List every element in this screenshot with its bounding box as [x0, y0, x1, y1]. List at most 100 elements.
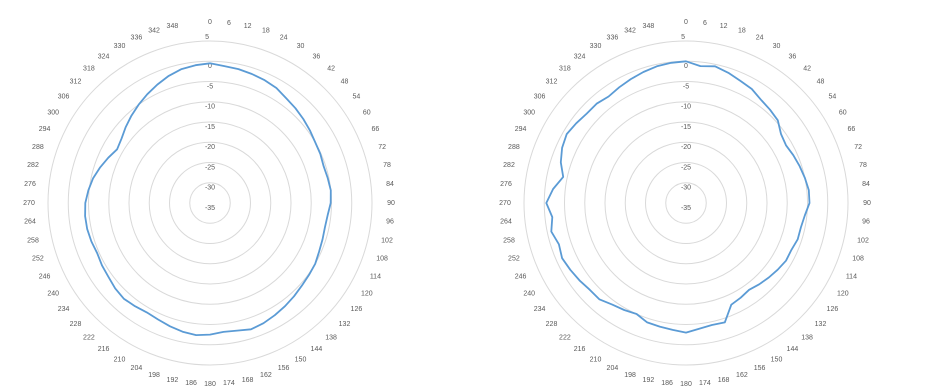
- angle-tick-label: 276: [24, 181, 36, 188]
- angle-tick-label: 234: [58, 306, 70, 313]
- radial-tick-label: 0: [208, 63, 212, 70]
- angle-tick-label: 132: [815, 321, 827, 328]
- angle-tick-label: 282: [503, 162, 515, 169]
- radar-chart-left-svg: 0 -5 -10 -15 -20 -25 -30 -35 0 6 12 18 24 30 36 42 48 54 6…: [23, 19, 395, 388]
- angle-tick-label: 132: [339, 321, 351, 328]
- angle-tick-label: 72: [378, 144, 386, 151]
- angle-tick-label: 108: [376, 256, 388, 263]
- angle-tick-label: 174: [223, 380, 235, 387]
- angle-tick-label: 54: [353, 93, 361, 100]
- angle-tick-label: 240: [523, 290, 535, 297]
- angle-tick-label: 258: [503, 237, 515, 244]
- radial-tick-label: -10: [205, 104, 215, 111]
- angle-tick-label: 90: [387, 200, 395, 207]
- grid-ring: [523, 40, 849, 366]
- angle-tick-label: 264: [24, 219, 36, 226]
- angle-tick-label: 12: [720, 23, 728, 30]
- grid-ring: [604, 121, 768, 285]
- angle-tick-label: 156: [278, 365, 290, 372]
- radial-tick-label: -15: [205, 124, 215, 131]
- angle-tick-label: 216: [574, 346, 586, 353]
- series-line: [545, 60, 811, 334]
- angle-tick-label: 66: [848, 126, 856, 133]
- angle-tick-label: 120: [361, 290, 373, 297]
- angle-tick-label: 5: [205, 34, 209, 41]
- angle-tick-label: 174: [699, 380, 711, 387]
- radial-tick-label: -30: [205, 185, 215, 192]
- angle-tick-label: 204: [131, 365, 143, 372]
- grid-ring: [148, 141, 272, 265]
- angle-tick-label: 120: [837, 290, 849, 297]
- grid-ring: [108, 101, 312, 305]
- radial-tick-label: -20: [681, 144, 691, 151]
- angle-tick-label: 18: [738, 28, 746, 35]
- radial-tick-label: 0: [684, 63, 688, 70]
- angle-tick-label: 246: [39, 273, 51, 280]
- angle-tick-label: 222: [559, 334, 571, 341]
- angle-tick-label: 186: [661, 380, 673, 387]
- angle-tick-label: 0: [208, 19, 212, 26]
- angle-tick-label: 18: [262, 28, 270, 35]
- angle-tick-label: 6: [703, 20, 707, 27]
- angle-tick-label: 144: [311, 346, 323, 353]
- angle-tick-label: 66: [372, 126, 380, 133]
- angle-tick-label: 90: [863, 200, 871, 207]
- radial-tick-label: -30: [681, 185, 691, 192]
- angle-tick-label: 42: [803, 65, 811, 72]
- grid-ring: [128, 121, 292, 285]
- angle-tick-label: 180: [204, 381, 216, 388]
- angle-tick-label: 5: [681, 34, 685, 41]
- angle-tick-label: 36: [313, 53, 321, 60]
- angle-tick-label: 198: [624, 372, 636, 379]
- angle-tick-label: 138: [801, 334, 813, 341]
- angle-tick-label: 192: [167, 377, 179, 384]
- angle-tick-label: 150: [771, 357, 783, 364]
- angle-tick-label: 156: [754, 365, 766, 372]
- radial-tick-label: -25: [681, 164, 691, 171]
- series-line: [84, 62, 332, 336]
- angle-tick-label: 222: [83, 334, 95, 341]
- angle-tick-label: 78: [383, 162, 391, 169]
- angle-tick-label: 306: [534, 93, 546, 100]
- angle-tick-label: 144: [787, 346, 799, 353]
- grid-ring: [624, 141, 748, 265]
- grid-ring: [189, 182, 231, 224]
- angle-tick-label: 300: [47, 109, 59, 116]
- grid-ring: [584, 101, 788, 305]
- angle-tick-label: 228: [70, 321, 82, 328]
- radar-chart-right-svg: 0 -5 -10 -15 -20 -25 -30 -35 0 6 12 18 24 30 36 42 48 54 6…: [499, 19, 871, 388]
- angle-tick-label: 240: [47, 290, 59, 297]
- angle-tick-label: 0: [684, 19, 688, 26]
- angle-tick-label: 180: [680, 381, 692, 388]
- radial-tick-label: -20: [205, 144, 215, 151]
- angle-tick-label: 102: [381, 237, 393, 244]
- angle-tick-label: 324: [574, 53, 586, 60]
- grid-ring: [169, 162, 251, 244]
- angle-tick-label: 282: [27, 162, 39, 169]
- angle-tick-label: 114: [370, 273, 381, 280]
- angle-tick-label: 48: [817, 79, 825, 86]
- angle-tick-label: 42: [327, 65, 335, 72]
- radial-tick-label: -15: [681, 124, 691, 131]
- angle-tick-label: 330: [590, 43, 602, 50]
- angle-tick-label: 276: [500, 181, 512, 188]
- angle-tick-label: 84: [862, 181, 870, 188]
- grid-ring: [564, 81, 808, 325]
- angle-tick-label: 342: [148, 28, 160, 35]
- angle-tick-label: 324: [98, 53, 110, 60]
- grid-ring: [88, 81, 332, 325]
- radar-chart-left: 0 -5 -10 -15 -20 -25 -30 -35 0 6 12 18 24 30 36 42 48 54 6…: [23, 19, 395, 388]
- angle-tick-label: 264: [500, 219, 512, 226]
- angle-tick-label: 60: [839, 109, 847, 116]
- angle-tick-label: 36: [789, 53, 797, 60]
- angle-tick-label: 312: [546, 79, 558, 86]
- angle-tick-label: 258: [27, 237, 39, 244]
- angle-tick-label: 162: [736, 372, 748, 379]
- angle-tick-label: 126: [351, 306, 363, 313]
- angle-tick-label: 48: [341, 79, 349, 86]
- angle-tick-label: 12: [244, 23, 252, 30]
- angle-tick-label: 234: [534, 306, 546, 313]
- radial-tick-label: -10: [681, 104, 691, 111]
- angle-tick-label: 288: [32, 144, 44, 151]
- angle-tick-label: 168: [718, 377, 730, 384]
